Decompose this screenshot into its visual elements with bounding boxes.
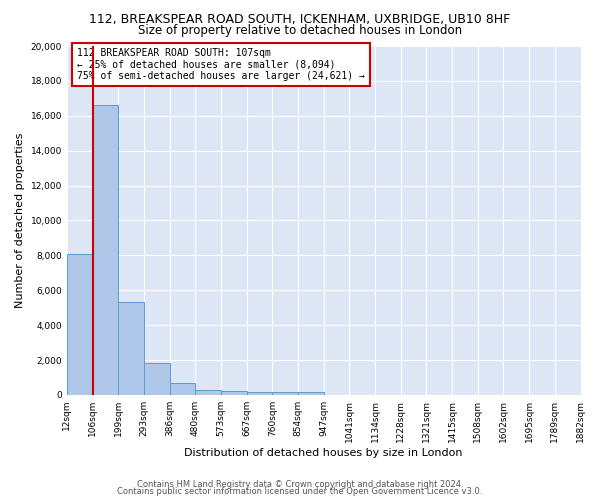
Text: Size of property relative to detached houses in London: Size of property relative to detached ho…: [138, 24, 462, 37]
Text: 112, BREAKSPEAR ROAD SOUTH, ICKENHAM, UXBRIDGE, UB10 8HF: 112, BREAKSPEAR ROAD SOUTH, ICKENHAM, UX…: [89, 12, 511, 26]
Y-axis label: Number of detached properties: Number of detached properties: [15, 133, 25, 308]
Bar: [144, 362, 170, 395]
Bar: [118, 302, 144, 395]
Bar: [247, 392, 272, 395]
Bar: [272, 392, 298, 395]
Bar: [298, 392, 324, 395]
Bar: [196, 390, 221, 395]
X-axis label: Distribution of detached houses by size in London: Distribution of detached houses by size …: [184, 448, 463, 458]
Bar: [67, 254, 92, 395]
Text: 112 BREAKSPEAR ROAD SOUTH: 107sqm
← 25% of detached houses are smaller (8,094)
7: 112 BREAKSPEAR ROAD SOUTH: 107sqm ← 25% …: [77, 48, 365, 81]
Bar: [170, 382, 196, 395]
Bar: [92, 106, 118, 395]
Text: Contains public sector information licensed under the Open Government Licence v3: Contains public sector information licen…: [118, 487, 482, 496]
Text: Contains HM Land Registry data © Crown copyright and database right 2024.: Contains HM Land Registry data © Crown c…: [137, 480, 463, 489]
Bar: [221, 391, 247, 395]
